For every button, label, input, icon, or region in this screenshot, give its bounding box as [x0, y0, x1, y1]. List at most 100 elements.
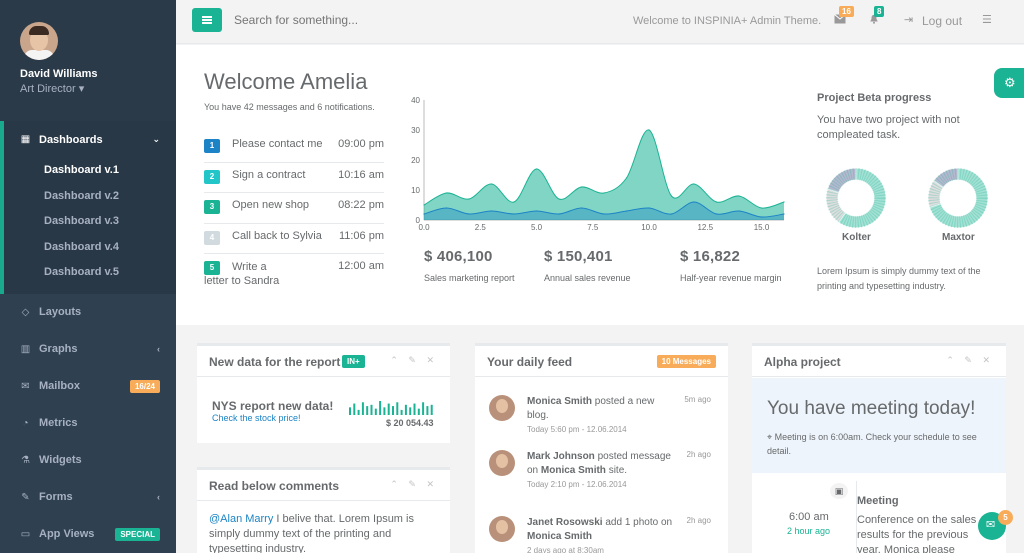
data-point — [468, 213, 470, 215]
data-point — [648, 129, 650, 131]
todo-time: 11:06 pm — [338, 229, 384, 242]
nav-dashboard-v3[interactable]: Dashboard v.3 — [44, 215, 119, 227]
data-point — [670, 213, 673, 215]
todo-time: 09:00 pm — [338, 138, 384, 150]
todo-item[interactable]: 3 Open new shop 08:22 pm — [204, 193, 384, 224]
panel-tools[interactable]: ⌃ ✎ ✕ — [390, 355, 438, 365]
data-point — [423, 204, 425, 206]
nav-metrics[interactable]: ◔ Metrics — [0, 405, 176, 442]
todo-item[interactable]: 1 Please contact me 09:00 pm — [204, 132, 384, 163]
data-point — [490, 210, 493, 212]
spark-bar — [370, 404, 373, 415]
chat-badge: 5 — [998, 510, 1013, 525]
stat-value: $ 406,100 — [424, 248, 493, 265]
data-point — [513, 213, 515, 215]
y-tick-label: 20 — [411, 156, 420, 165]
nav-dashboard-v5[interactable]: Dashboard v.5 — [44, 266, 119, 278]
user-role-dropdown[interactable]: Art Director ▾ — [20, 83, 85, 95]
chevron-down-icon: ⌄ — [152, 134, 160, 144]
comments-icon: ✉ — [986, 519, 996, 531]
stat-label: Half-year revenue margin — [680, 273, 782, 283]
map-marker-icon: ⌖ — [767, 432, 773, 442]
panel-tools[interactable]: ⌃ ✎ ✕ — [390, 479, 438, 489]
todo-item[interactable]: 2 Sign a contract 10:16 am — [204, 163, 384, 193]
panel-tools[interactable]: ⌃ ✎ ✕ — [946, 355, 994, 365]
tasks-icon[interactable]: ☰ — [982, 14, 992, 26]
nav-layouts[interactable]: ◇ Layouts — [21, 306, 82, 318]
todo-text: Sign a contract — [232, 168, 306, 181]
timeline-event-title: Meeting — [857, 495, 899, 507]
todo-text: Please contact me — [232, 138, 323, 150]
y-tick-label: 10 — [411, 186, 420, 195]
donut-label: Kolter — [842, 232, 871, 243]
user-avatar[interactable] — [20, 22, 58, 60]
series-area-0 — [424, 129, 784, 220]
data-point — [648, 207, 650, 209]
spark-bar — [417, 408, 420, 415]
logout-link[interactable]: Log out — [922, 14, 963, 28]
nav-mailbox[interactable]: ✉ Mailbox 16/24 — [0, 368, 176, 405]
spark-bar — [400, 409, 403, 415]
sidebar: David Williams Art Director ▾ ▦ Dashboar… — [0, 0, 176, 553]
menu-toggle-button[interactable] — [192, 8, 222, 32]
donut-slice — [826, 167, 857, 194]
spark-bar — [392, 406, 394, 415]
todo-item[interactable]: 4 Call back to Sylvia 11:06 pm — [204, 224, 384, 254]
donut-slice — [933, 167, 959, 189]
spark-bar — [430, 404, 433, 415]
todo-number: 5 — [204, 261, 220, 275]
nav-widgets[interactable]: ⚗ Widgets — [21, 454, 82, 466]
todo-time: 08:22 pm — [338, 199, 384, 211]
data-point — [625, 210, 628, 212]
spark-bar — [374, 408, 377, 415]
spark-bar — [353, 403, 356, 415]
donut-label: Maxtor — [942, 232, 975, 243]
data-point — [468, 198, 470, 200]
settings-toggle-button[interactable]: ⚙ — [994, 68, 1024, 98]
donut-chart-maxtor — [927, 167, 989, 229]
nav-forms[interactable]: ✎ Forms ‹ — [21, 491, 160, 503]
data-point — [513, 201, 515, 203]
data-point — [558, 198, 560, 200]
nav-dashboards[interactable]: ▦ Dashboards ⌄ — [20, 133, 160, 146]
stock-link[interactable]: Check the stock price! — [212, 413, 301, 423]
chevron-left-icon: ‹ — [157, 344, 160, 354]
nav-dashboard-v4[interactable]: Dashboard v.4 — [44, 240, 119, 253]
report-panel: New data for the report IN+ ⌃ ✎ ✕ NYS re… — [197, 343, 450, 443]
series-area-1 — [424, 202, 784, 220]
data-point — [558, 213, 560, 215]
data-point — [535, 210, 538, 212]
data-point — [445, 207, 448, 209]
daily-feed-panel: Your daily feed 10 Messages Monica Smith… — [475, 343, 728, 553]
todo-text: Call back to Sylvia — [232, 229, 322, 242]
caret-down-icon: ▾ — [78, 83, 85, 95]
x-tick-label: 7.5 — [587, 223, 599, 232]
welcome-message: Welcome to INSPINIA+ Admin Theme. — [633, 15, 822, 27]
alpha-project-panel: Alpha project ⌃ ✎ ✕ You have meeting toda… — [752, 343, 1006, 553]
search-input[interactable] — [234, 13, 534, 27]
x-tick-label: 2.5 — [475, 223, 487, 232]
data-point — [693, 201, 695, 203]
nav-dashboard-v2[interactable]: Dashboard v.2 — [44, 189, 119, 202]
comment-mention[interactable]: @Alan Marry — [209, 513, 274, 525]
nav-app-views[interactable]: ▭ App Views SPECIAL — [0, 516, 176, 553]
feed-avatar — [489, 450, 515, 476]
edit-icon: ✎ — [21, 491, 30, 503]
data-point — [625, 177, 628, 179]
feed-messages-badge: 10 Messages — [656, 355, 716, 368]
donut-slice — [837, 167, 887, 229]
todo-number: 3 — [204, 200, 220, 214]
data-point — [783, 201, 785, 203]
data-point — [535, 168, 538, 170]
meeting-alert: You have meeting today! ⌖ Meeting is on … — [752, 378, 1006, 473]
data-point — [783, 213, 785, 215]
todo-item[interactable]: 5 Write a letter to Sandra 12:00 am — [204, 254, 384, 294]
nav-graphs[interactable]: ▥ Graphs ‹ — [20, 343, 160, 355]
spark-bar — [404, 404, 407, 415]
meeting-headline: You have meeting today! — [767, 398, 976, 419]
data-point — [760, 216, 763, 218]
nav-dashboard-v1[interactable]: Dashboard v.1 — [44, 164, 119, 176]
spark-bar — [387, 403, 390, 415]
data-point — [715, 213, 718, 215]
stat-annual: $ 150,401 Annual sales revenue — [544, 248, 631, 283]
